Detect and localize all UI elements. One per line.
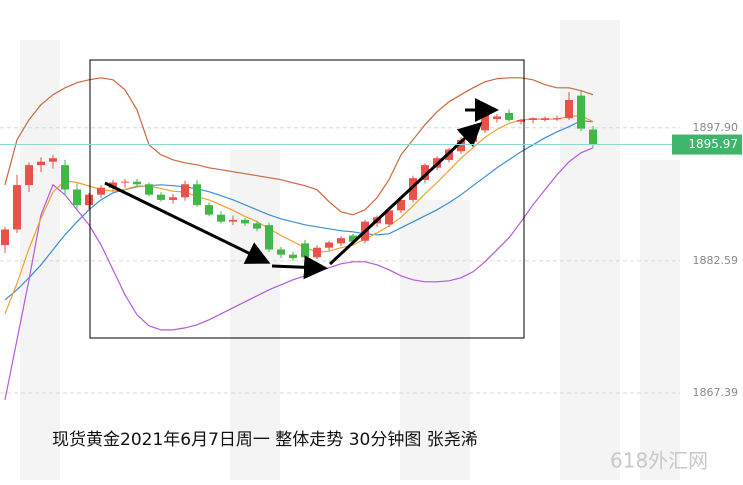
candle-body — [49, 158, 57, 162]
candle-body — [25, 165, 33, 186]
candle-body — [37, 161, 45, 166]
candle-body — [313, 247, 321, 258]
annotation-box — [89, 59, 525, 339]
candle-body — [349, 235, 357, 242]
candle-body — [217, 214, 225, 222]
candle-body — [85, 194, 93, 206]
candle-body — [397, 199, 405, 211]
candle-body — [193, 184, 201, 206]
last-price-box — [672, 134, 742, 155]
candle-body — [289, 254, 297, 259]
candle-body — [109, 182, 117, 188]
trend-arrows — [104, 98, 499, 280]
candle-body — [493, 116, 501, 120]
candle-body — [385, 210, 393, 225]
candle-body — [241, 219, 249, 224]
candle-body — [421, 165, 429, 180]
candle-body — [1, 229, 9, 246]
candle-body — [277, 249, 285, 255]
background-decor — [20, 20, 680, 480]
candle-body — [73, 189, 81, 206]
candle-body — [517, 119, 525, 122]
candle-body — [589, 129, 597, 145]
candle-body — [229, 219, 237, 222]
grid — [0, 127, 680, 394]
candle-body — [157, 194, 165, 200]
caption: 现货黄金2021年6月7日周一 整体走势 30分钟图 张尧浠 — [52, 430, 478, 450]
y-tick-label: 1882.59 — [693, 254, 739, 267]
candle-body — [409, 178, 417, 200]
candle-body — [13, 185, 21, 230]
candle-body — [121, 181, 129, 183]
candle-body — [133, 181, 141, 185]
candle-body — [553, 118, 561, 120]
candle-body — [169, 197, 177, 200]
series-line — [4, 114, 594, 315]
candle-body — [529, 118, 537, 120]
candle-body — [481, 114, 489, 131]
y-axis: 1897.90 1882.59 1867.39 1895.97 — [0, 121, 742, 399]
bands — [4, 77, 594, 400]
candle-body — [325, 242, 333, 248]
series-line — [4, 120, 594, 301]
candle-body — [301, 243, 309, 258]
y-tick-label: 1897.90 — [693, 121, 739, 134]
candle-body — [577, 95, 585, 129]
candle-body — [145, 184, 153, 195]
series-line — [4, 147, 594, 400]
last-price-label: 1895.97 — [688, 137, 738, 151]
y-tick-label: 1867.39 — [693, 386, 739, 399]
candle-body — [565, 99, 573, 119]
candle-body — [253, 223, 261, 229]
candle-body — [181, 184, 189, 198]
candle-body — [337, 238, 345, 244]
candle-body — [265, 225, 273, 250]
candle-body — [541, 118, 549, 120]
candle-body — [97, 187, 105, 195]
candle-body — [205, 205, 213, 215]
candle-body — [61, 165, 69, 190]
candle-body — [505, 112, 513, 120]
watermark: 618外汇网 — [610, 449, 708, 473]
series-line — [4, 77, 594, 216]
